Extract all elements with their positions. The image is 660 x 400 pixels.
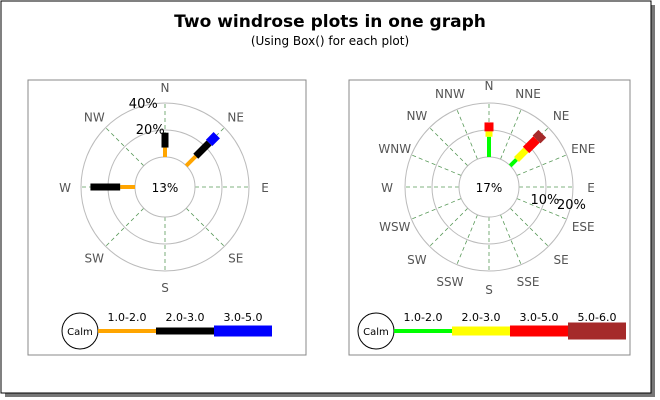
direction-label: S (161, 281, 169, 295)
range-label: 40% (129, 97, 158, 112)
direction-label: SW (407, 253, 427, 267)
calm-value: 13% (152, 181, 179, 195)
direction-label: NE (553, 109, 570, 123)
spoke-nnw (456, 109, 478, 160)
spoke-ssw (456, 214, 478, 265)
direction-label: WNW (378, 142, 411, 156)
windrose-plot-right: N NNE NE ENE E ESE SE SSE S SSW SW WSW W WNW NW NNW 17% 2… (348, 79, 631, 356)
direction-label: N (485, 79, 494, 93)
spoke-wnw (411, 154, 462, 176)
bar-ne-bin4 (532, 129, 547, 144)
spoke-nne (500, 109, 522, 160)
direction-label: NE (227, 110, 244, 124)
spoke-sw (429, 207, 469, 247)
legend-label: 5.0-6.0 (578, 311, 617, 324)
calm-value: 17% (476, 181, 503, 195)
bar-ne-bin2 (193, 140, 212, 159)
chart-title: Two windrose plots in one graph (174, 12, 486, 32)
legend-label: 3.0-5.0 (520, 311, 559, 324)
direction-label: W (381, 181, 393, 195)
legend-swatch (568, 322, 626, 340)
bar-ne-bin2 (514, 147, 529, 162)
bar-ne-bin1 (508, 158, 518, 168)
direction-label: ESE (572, 220, 595, 234)
legend-swatch (510, 325, 568, 337)
bar-ne-bin1 (184, 154, 198, 168)
direction-label: E (587, 181, 595, 195)
spoke-wsw (411, 198, 462, 220)
direction-label: NW (406, 109, 427, 123)
spoke-ese (516, 198, 567, 220)
legend-calm-label: Calm (67, 327, 93, 338)
legend-label: 1.0-2.0 (108, 311, 147, 324)
spoke-nw (105, 127, 145, 167)
direction-label: E (261, 181, 269, 195)
direction-label: SW (85, 252, 105, 266)
direction-label: W (59, 181, 71, 195)
legend-swatch (394, 329, 452, 333)
direction-label: NNW (435, 87, 465, 101)
chart-subtitle: (Using Box() for each plot) (251, 34, 409, 48)
legend-swatch (156, 327, 214, 335)
range-circle (404, 102, 574, 272)
legend-swatch (452, 326, 510, 336)
bar-ne-bin3 (522, 136, 540, 154)
spoke-se (509, 207, 549, 247)
legend-swatch (214, 325, 272, 337)
direction-label: SE (228, 252, 243, 266)
range-label: 20% (136, 123, 165, 138)
legend-label: 1.0-2.0 (404, 311, 443, 324)
direction-label: SSE (517, 275, 540, 289)
direction-label: WSW (379, 220, 410, 234)
spoke-sw (105, 207, 145, 247)
windrose-plot-left: N NE E SE S SW W NW 13% 40% 20% Calm 1.0-2.0 2.0-3.0 3… (27, 79, 307, 356)
spoke-se (185, 207, 225, 247)
direction-label: SSW (436, 275, 463, 289)
direction-label: SE (554, 253, 569, 267)
legend-label: 3.0-5.0 (224, 311, 263, 324)
legend-calm-label: Calm (363, 327, 389, 338)
legend-label: 2.0-3.0 (462, 311, 501, 324)
direction-label: ENE (571, 142, 595, 156)
spoke-ene (516, 154, 567, 176)
spoke-sse (500, 214, 522, 265)
range-label: 10% (530, 193, 559, 208)
bar-ne-bin3 (205, 132, 220, 147)
direction-label: S (485, 283, 493, 297)
range-circle (80, 102, 250, 272)
legend-swatch (98, 329, 156, 333)
plot-box (27, 79, 307, 356)
range-label: 20% (557, 198, 586, 213)
direction-label: NW (84, 110, 105, 124)
legend-label: 2.0-3.0 (166, 311, 205, 324)
direction-label: N (161, 81, 170, 95)
direction-label: NNE (515, 87, 541, 101)
spoke-nw (429, 127, 469, 167)
